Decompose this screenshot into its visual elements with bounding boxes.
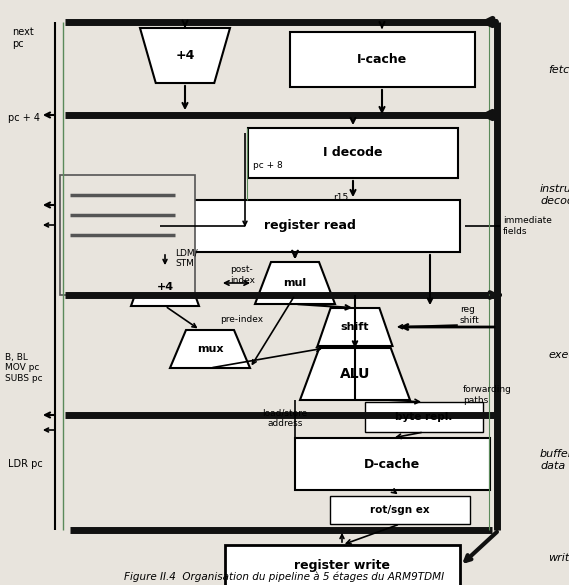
Polygon shape bbox=[255, 262, 335, 304]
Polygon shape bbox=[131, 268, 199, 306]
Text: instruction
decode: instruction decode bbox=[540, 184, 569, 206]
Text: Figure II.4  Organisation du pipeline à 5 étages du ARM9TDMI: Figure II.4 Organisation du pipeline à 5… bbox=[124, 572, 444, 582]
Text: post-
index: post- index bbox=[230, 266, 255, 285]
Text: register read: register read bbox=[264, 219, 356, 232]
Text: I-cache: I-cache bbox=[357, 53, 407, 66]
Text: immediate
fields: immediate fields bbox=[503, 216, 552, 236]
Bar bbox=[60, 175, 195, 295]
Text: write-back: write-back bbox=[548, 553, 569, 563]
Text: LDM/
STM: LDM/ STM bbox=[175, 248, 197, 268]
Text: B, BL
MOV pc
SUBS pc: B, BL MOV pc SUBS pc bbox=[5, 353, 43, 383]
Text: forwarding
paths: forwarding paths bbox=[463, 386, 512, 405]
Text: register write: register write bbox=[295, 559, 390, 573]
Bar bbox=[330, 496, 470, 524]
Text: reg
shift: reg shift bbox=[460, 305, 480, 325]
Text: pc + 8: pc + 8 bbox=[253, 160, 283, 170]
Polygon shape bbox=[318, 308, 393, 346]
Text: next
pc: next pc bbox=[12, 27, 34, 49]
Bar bbox=[160, 200, 460, 252]
Text: byte repl.: byte repl. bbox=[395, 412, 453, 422]
Bar bbox=[225, 545, 460, 585]
Text: r15: r15 bbox=[333, 194, 348, 202]
Bar bbox=[295, 438, 490, 490]
Polygon shape bbox=[300, 348, 410, 400]
Bar bbox=[248, 128, 458, 178]
Text: buffer/
data: buffer/ data bbox=[540, 449, 569, 471]
Bar bbox=[365, 402, 483, 432]
Polygon shape bbox=[140, 28, 230, 83]
Polygon shape bbox=[170, 330, 250, 368]
Text: ALU: ALU bbox=[340, 367, 370, 381]
Text: I decode: I decode bbox=[323, 146, 383, 160]
Text: shift: shift bbox=[341, 322, 369, 332]
Text: +4: +4 bbox=[175, 49, 195, 62]
Text: mux: mux bbox=[197, 344, 223, 354]
Text: pc + 4: pc + 4 bbox=[8, 113, 40, 123]
Text: +4: +4 bbox=[156, 282, 174, 292]
Text: fetch: fetch bbox=[548, 65, 569, 75]
Text: mul: mul bbox=[283, 278, 307, 288]
Text: LDR pc: LDR pc bbox=[8, 459, 43, 469]
Text: rot/sgn ex: rot/sgn ex bbox=[370, 505, 430, 515]
Bar bbox=[290, 32, 475, 87]
Text: execute: execute bbox=[548, 350, 569, 360]
Text: pre-index: pre-index bbox=[220, 315, 263, 325]
Text: D-cache: D-cache bbox=[364, 457, 420, 470]
Text: load/store
address: load/store address bbox=[262, 408, 308, 428]
